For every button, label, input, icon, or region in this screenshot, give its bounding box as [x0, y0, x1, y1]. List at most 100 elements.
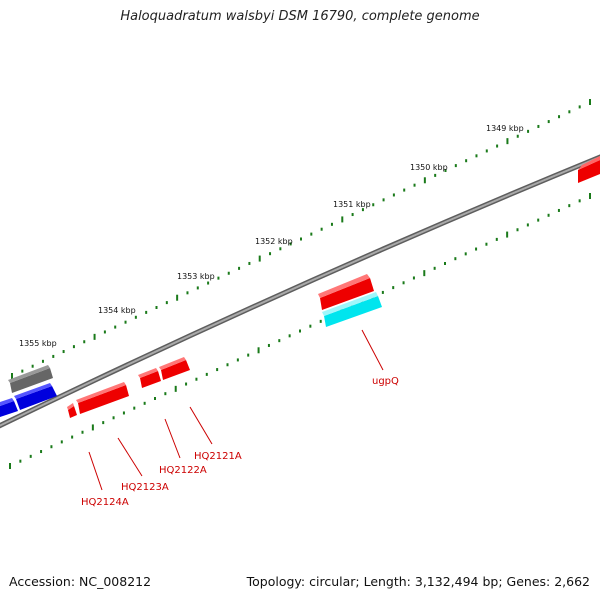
inner-scale-tick	[91, 424, 94, 431]
outer-scale-tick	[372, 203, 375, 207]
leader-hq2122a	[164, 418, 181, 459]
outer-scale-tick	[361, 208, 364, 212]
inner-scale-tick	[226, 363, 229, 367]
inner-scale-ticks	[9, 193, 591, 469]
outer-scale-tick	[145, 310, 148, 314]
outer-scale-tick	[11, 373, 13, 379]
gene-label-hq2123a[interactable]: HQ2123A	[121, 482, 169, 493]
outer-scale-tick	[413, 183, 416, 187]
outer-scale-tick	[279, 247, 282, 251]
gene-label-ugpq[interactable]: ugpQ	[372, 376, 399, 387]
outer-scale-tick	[547, 120, 550, 124]
inner-scale-tick	[392, 286, 395, 290]
outer-scale-tick	[269, 252, 272, 256]
inner-scale-tick	[19, 459, 22, 463]
outer-scale-tick	[465, 159, 468, 163]
outer-scale-tick	[31, 364, 34, 368]
inner-scale-tick	[236, 358, 239, 362]
inner-scale-tick	[29, 454, 32, 458]
inner-scale-tick	[133, 406, 136, 410]
outer-scale-tick	[196, 286, 199, 290]
outer-scale-tick	[103, 330, 106, 334]
inner-scale-tick	[589, 193, 591, 199]
gene-forward-edge[interactable]	[578, 156, 600, 183]
outer-scale-tick	[496, 144, 499, 148]
outer-scale-tick	[392, 193, 395, 197]
outer-scale-tick	[485, 149, 488, 153]
inner-scale-tick	[112, 416, 115, 420]
outer-scale-tick	[578, 105, 581, 109]
gene-hq2122a[interactable]	[138, 368, 161, 388]
inner-scale-tick	[537, 218, 540, 222]
outer-scale-ticks	[11, 99, 591, 379]
scale-labels: 1349 kbp 1350 kbp 1351 kbp 1352 kbp 1353…	[19, 124, 524, 348]
gene-hq2121a[interactable]	[159, 357, 190, 380]
outer-scale-tick	[217, 276, 220, 280]
scale-label-1352: 1352 kbp	[255, 237, 293, 246]
inner-scale-tick	[174, 385, 177, 392]
inner-scale-tick	[60, 440, 63, 444]
outer-scale-tick	[21, 369, 24, 373]
inner-scale-tick	[50, 445, 53, 449]
map-title: Haloquadratum walsbyi DSM 16790, complet…	[120, 9, 480, 24]
inner-scale-tick	[195, 377, 198, 381]
scale-label-1355: 1355 kbp	[19, 339, 57, 348]
outer-scale-tick	[351, 213, 354, 217]
inner-scale-tick	[578, 199, 581, 203]
gene-hq2123a[interactable]	[76, 382, 129, 414]
gene-label-hq2121a[interactable]: HQ2121A	[194, 451, 242, 462]
outer-scale-tick	[176, 294, 179, 301]
outer-scale-tick	[537, 124, 540, 128]
outer-scale-tick	[558, 115, 561, 119]
gene-features	[0, 156, 600, 418]
outer-scale-tick	[186, 291, 189, 295]
gene-label-hq2122a[interactable]: HQ2122A	[159, 465, 207, 476]
inner-scale-tick	[154, 397, 156, 400]
outer-scale-tick	[238, 266, 241, 270]
outer-scale-tick	[527, 129, 530, 133]
inner-scale-tick	[412, 276, 415, 280]
outer-scale-tick	[330, 222, 333, 226]
outer-scale-tick	[93, 333, 96, 340]
inner-scale-tick	[71, 435, 74, 439]
outer-scale-tick	[516, 134, 519, 138]
inner-scale-tick	[495, 237, 498, 241]
outer-scale-tick	[114, 325, 117, 329]
gene-label-hq2124a[interactable]: HQ2124A	[81, 497, 129, 508]
inner-scale-tick	[40, 450, 43, 454]
outer-scale-tick	[289, 242, 292, 246]
inner-scale-tick	[257, 347, 260, 354]
outer-scale-tick	[124, 320, 127, 324]
outer-scale-tick	[155, 306, 158, 309]
accession-text: Accession: NC_008212	[9, 574, 152, 589]
outer-scale-tick	[475, 154, 478, 158]
outer-scale-tick	[423, 177, 426, 184]
outer-scale-tick	[41, 359, 44, 363]
inner-scale-tick	[267, 343, 270, 347]
leader-hq2121a	[189, 406, 213, 445]
gene-forward-upper[interactable]	[318, 274, 374, 310]
inner-scale-tick	[309, 324, 312, 328]
inner-scale-tick	[9, 463, 11, 469]
outer-scale-tick	[258, 255, 261, 262]
inner-scale-tick	[423, 270, 426, 277]
scale-label-1353: 1353 kbp	[177, 272, 215, 281]
scale-label-1354: 1354 kbp	[98, 306, 136, 315]
outer-scale-tick	[382, 198, 385, 202]
gene-reverse-2[interactable]	[0, 398, 18, 417]
gene-hq2124a[interactable]	[67, 403, 77, 418]
inner-scale-tick	[319, 319, 322, 323]
gene-grey[interactable]	[8, 365, 53, 393]
outer-scale-tick	[72, 345, 75, 349]
gene-reverse-1[interactable]	[14, 383, 57, 410]
gene-ugpq[interactable]	[322, 292, 382, 327]
label-leaders	[88, 329, 384, 491]
outer-scale-tick	[403, 188, 406, 192]
outer-scale-tick	[62, 350, 65, 354]
outer-scale-tick	[434, 173, 437, 177]
inner-scale-tick	[122, 411, 125, 415]
leader-hq2124a	[88, 451, 103, 491]
outer-scale-tick	[454, 164, 457, 168]
inner-scale-tick	[464, 252, 467, 256]
